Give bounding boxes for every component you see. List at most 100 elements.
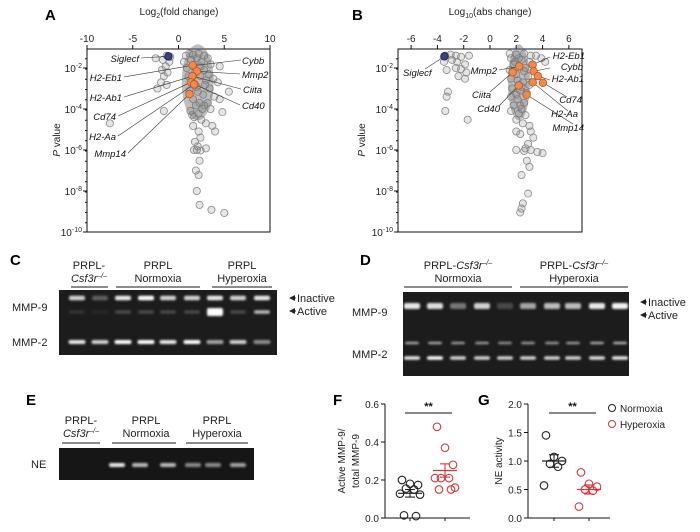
y-axis-title-f-line2: total MMP-9	[351, 434, 362, 488]
data-point	[525, 162, 534, 171]
data-point	[507, 106, 516, 115]
data-point	[516, 101, 525, 110]
data-point	[215, 62, 224, 71]
data-point	[206, 60, 215, 69]
leader-line	[117, 84, 195, 137]
arrow-label-active: Active	[648, 310, 678, 322]
x-tick-label: 6	[566, 34, 572, 45]
gel-band	[207, 295, 223, 301]
data-point-normoxia	[397, 475, 407, 485]
gel-band	[69, 295, 85, 301]
gene-label: H2-Eb1	[553, 51, 585, 62]
data-point-normoxia	[539, 481, 549, 490]
data-point	[529, 133, 538, 142]
highlighted-point	[533, 71, 543, 81]
data-point-hyperoxia	[440, 443, 450, 453]
x-tick-label: 4	[540, 34, 546, 45]
data-point	[517, 171, 526, 180]
volcano-plot-a: Log2(fold change) P value -10 -5 0 5 10 10-2 1…	[52, 7, 276, 239]
gene-label: Siglecf	[110, 54, 140, 65]
data-point	[192, 186, 201, 195]
volcano-plot-b: Log10(abs change) P value -6 -4 -2 0 2 4 6 10-2…	[357, 7, 585, 239]
data-point	[505, 49, 514, 58]
gel-band	[68, 340, 86, 344]
group-label-d-2: PRPL-Csf3r–/–	[540, 260, 609, 272]
gel-band	[253, 340, 271, 344]
gel-band	[520, 356, 536, 360]
gene-label: H2-Ab1	[552, 74, 584, 85]
data-point	[512, 127, 521, 136]
y-tick-label: 0.6	[365, 400, 379, 411]
data-point	[188, 111, 197, 120]
leader-line	[193, 59, 242, 66]
legend-marker-hyperoxia	[608, 420, 616, 428]
data-point	[201, 144, 210, 153]
gel-band	[427, 303, 443, 309]
gel-band	[427, 356, 443, 360]
y-tick-label: 10-2	[65, 63, 82, 75]
data-point	[516, 208, 525, 217]
data-point	[520, 67, 529, 76]
gel-band	[184, 310, 200, 314]
y-tick-label: 10-6	[65, 145, 82, 157]
gel-band	[565, 303, 581, 309]
y-tick-label: 0.4	[365, 438, 379, 449]
leader-line	[498, 85, 519, 107]
data-point-hyperoxia	[432, 422, 442, 432]
highlighted-point	[514, 62, 524, 71]
panel-label-f: F	[333, 392, 342, 409]
group-label-c-3-condition: Hyperoxia	[217, 273, 267, 285]
gel-band	[566, 341, 580, 345]
highlighted-point	[538, 78, 548, 87]
leader-line	[117, 82, 191, 117]
highlighted-point	[528, 78, 537, 87]
group-label-c-3: PRPL	[228, 260, 257, 272]
data-point	[512, 145, 521, 154]
highlighted-point	[188, 61, 197, 70]
data-point	[105, 119, 114, 128]
gel-band	[230, 295, 246, 301]
gel-band	[138, 310, 154, 314]
y-tick-label: 1.5	[508, 429, 522, 440]
x-tick-label: 0	[176, 34, 182, 45]
group-label-e-3-condition: Hyperoxia	[192, 428, 242, 440]
y-tick-label: 0.0	[365, 514, 379, 525]
group-label-e-1: PRPL-	[65, 415, 98, 427]
gene-label: H2-Eb1	[90, 73, 122, 84]
gel-band	[183, 340, 201, 344]
legend-label-normoxia: Normoxia	[620, 404, 663, 415]
gel-band	[69, 310, 85, 314]
data-point	[520, 146, 529, 155]
group-label-d-2-condition: Hyperoxia	[549, 273, 599, 285]
gel-band	[160, 295, 176, 301]
y-tick-label: 10-10	[372, 227, 393, 239]
gene-label: Cd74	[93, 112, 116, 123]
y-tick-label: 10-6	[376, 145, 393, 157]
legend-marker-normoxia	[608, 404, 616, 412]
data-point-hyperoxia	[450, 483, 460, 492]
gel-band	[160, 310, 176, 314]
data-point	[462, 68, 471, 77]
y-tick-label: 10-8	[376, 186, 393, 198]
significance-label: **	[424, 401, 433, 413]
gel-band	[451, 341, 465, 345]
gel-band	[404, 356, 420, 360]
gel-band	[114, 340, 132, 344]
gel-band	[590, 341, 604, 345]
data-point	[464, 51, 473, 60]
y-axis-title-g: NE activity	[494, 437, 505, 484]
data-point	[190, 137, 199, 146]
group-label-e-2: PRPL	[132, 415, 161, 427]
group-label-c-1: PRPL-	[73, 260, 106, 272]
gel-band	[230, 463, 246, 467]
row-label-mmp2: MMP-2	[12, 337, 47, 349]
group-label-e-2-condition: Normoxia	[122, 428, 170, 440]
zymogram-gel-d: PRPL-Csf3r–/– Normoxia PRPL-Csf3r–/– Hyp…	[352, 260, 686, 376]
zymogram-gel-c: PRPL- Csf3r–/– PRPL Normoxia PRPL Hypero…	[12, 260, 335, 355]
gel-band	[254, 295, 270, 301]
x-tick-label: -4	[433, 34, 442, 45]
data-point	[200, 101, 209, 110]
group-label-e-3: PRPL	[203, 415, 232, 427]
arrow-label-inactive: Inactive	[648, 297, 686, 309]
data-point	[512, 90, 521, 99]
